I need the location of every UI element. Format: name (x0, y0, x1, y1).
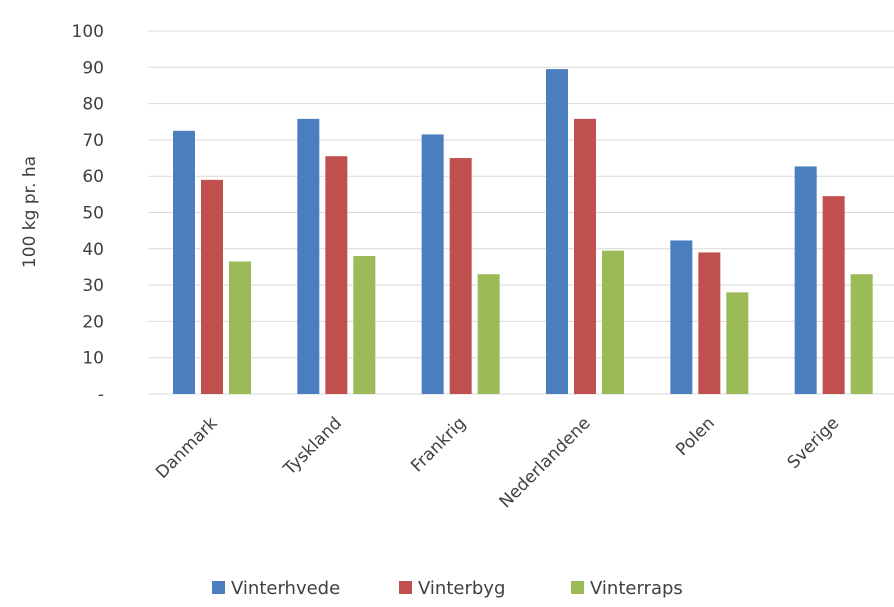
bar-sverige-vinterbyg (822, 196, 845, 394)
gridlines (148, 30, 894, 395)
y-tick-label: - (98, 385, 104, 405)
bar-polen-vinterraps (726, 292, 749, 394)
bar-danmark-vinterhvede (173, 130, 195, 394)
y-tick-label: 40 (82, 240, 104, 260)
bar-frankrig-vinterhvede (421, 134, 444, 394)
x-category-label: Frankrig (407, 413, 470, 476)
legend-swatch-vinterhvede (212, 581, 225, 594)
bar-danmark-vinterraps (229, 261, 251, 394)
bar-nederlandene-vinterbyg (574, 118, 596, 394)
x-category-label: Sverige (784, 413, 844, 473)
bar-tyskland-vinterbyg (325, 156, 348, 394)
bar-sverige-vinterhvede (794, 166, 817, 394)
bar-nederlandene-vinterhvede (546, 69, 568, 395)
bar-tyskland-vinterhvede (297, 118, 320, 394)
y-axis-ticks: - 10 20 30 40 50 60 70 80 90 100 (72, 22, 104, 405)
x-category-label: Nederlandene (496, 413, 595, 512)
bar-tyskland-vinterraps (353, 256, 376, 394)
y-tick-label: 80 (82, 95, 104, 115)
bar-frankrig-vinterbyg (449, 158, 472, 394)
x-category-label: Tyskland (279, 413, 346, 480)
legend-label: Vinterhvede (231, 578, 340, 599)
x-category-label: Danmark (152, 413, 221, 482)
x-axis-labels: Danmark Tyskland Frankrig Nederlandene Polen… (152, 413, 843, 512)
legend-label: Vinterbyg (418, 578, 505, 599)
bars (173, 69, 873, 395)
y-axis-title: 100 kg pr. ha (20, 156, 40, 268)
bar-nederlandene-vinterraps (602, 250, 624, 394)
legend-swatch-vinterbyg (399, 581, 412, 594)
y-tick-label: 90 (82, 58, 104, 78)
bar-danmark-vinterbyg (201, 179, 223, 394)
legend: Vinterhvede Vinterbyg Vinterraps (212, 578, 683, 599)
y-tick-label: 60 (82, 167, 104, 187)
y-tick-label: 70 (82, 131, 104, 151)
bar-frankrig-vinterraps (477, 274, 500, 394)
legend-swatch-vinterraps (571, 581, 584, 594)
bar-polen-vinterhvede (670, 240, 693, 394)
y-tick-label: 50 (82, 204, 104, 224)
x-category-label: Polen (672, 413, 719, 460)
y-tick-label: 30 (82, 276, 104, 296)
bar-sverige-vinterraps (850, 274, 873, 394)
y-tick-label: 10 (82, 349, 104, 369)
legend-label: Vinterraps (590, 578, 683, 599)
y-tick-label: 100 (72, 22, 104, 42)
bar-polen-vinterbyg (698, 252, 721, 394)
y-tick-label: 20 (82, 312, 104, 332)
